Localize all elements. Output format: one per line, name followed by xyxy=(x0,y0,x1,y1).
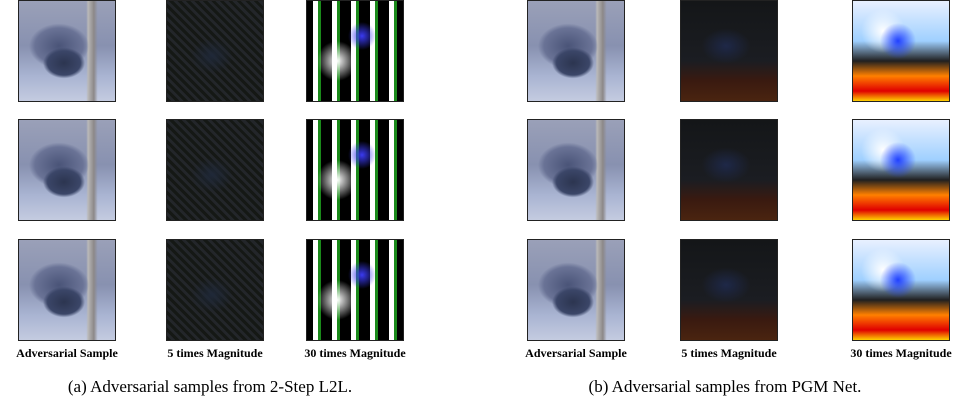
column-label: 30 times Magnitude xyxy=(821,346,970,361)
sample-image xyxy=(680,239,778,341)
column-label: Adversarial Sample xyxy=(496,346,656,361)
panel-caption: (b) Adversarial samples from PGM Net. xyxy=(515,377,935,397)
column-label: 5 times Magnitude xyxy=(649,346,809,361)
sample-image xyxy=(680,119,778,221)
sample-image xyxy=(18,239,116,341)
sample-image xyxy=(166,0,264,102)
column-label: Adversarial Sample xyxy=(0,346,147,361)
sample-image xyxy=(852,119,950,221)
sample-image xyxy=(527,239,625,341)
panel-caption: (a) Adversarial samples from 2-Step L2L. xyxy=(0,377,420,397)
sample-image xyxy=(852,239,950,341)
sample-image xyxy=(852,0,950,102)
sample-image xyxy=(18,119,116,221)
sample-image xyxy=(166,239,264,341)
figure: Adversarial Sample5 times Magnitude30 ti… xyxy=(0,0,970,408)
sample-image xyxy=(527,119,625,221)
column-label: 5 times Magnitude xyxy=(135,346,295,361)
sample-image xyxy=(306,239,404,341)
sample-image xyxy=(306,0,404,102)
sample-image xyxy=(306,119,404,221)
sample-image xyxy=(680,0,778,102)
column-label: 30 times Magnitude xyxy=(275,346,435,361)
sample-image xyxy=(166,119,264,221)
sample-image xyxy=(18,0,116,102)
sample-image xyxy=(527,0,625,102)
